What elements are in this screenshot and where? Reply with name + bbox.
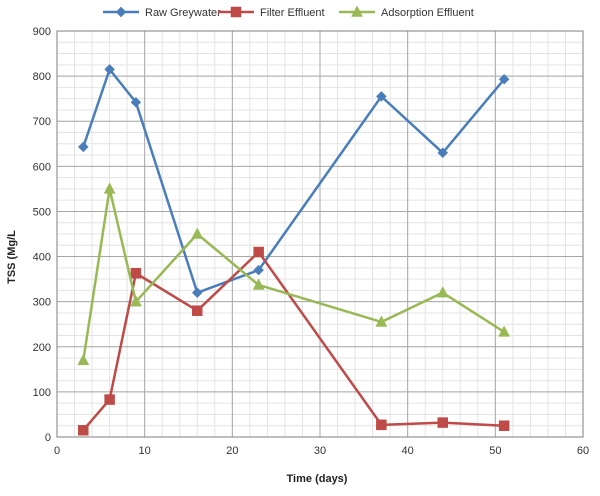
- legend: Raw Greywater Filter Effluent Adsorption E…: [103, 5, 474, 19]
- data-point: [376, 91, 387, 102]
- data-point: [436, 286, 449, 298]
- y-tick-label: 200: [33, 342, 51, 354]
- series-line: [82, 187, 505, 361]
- legend-item: Filter Effluent: [218, 6, 325, 19]
- major-gridlines: [56, 30, 584, 438]
- y-tick-label: 500: [33, 206, 51, 218]
- y-tick-label: 0: [45, 432, 51, 444]
- y-tick-label: 100: [33, 387, 51, 399]
- data-point: [437, 417, 448, 428]
- legend-label: Raw Greywater: [145, 7, 221, 19]
- data-point: [130, 267, 142, 279]
- plot-area-border: [56, 30, 584, 438]
- data-point: [252, 278, 265, 290]
- legend-marker: [115, 6, 127, 18]
- series-line: [82, 250, 505, 432]
- data-point: [129, 295, 142, 307]
- legend-label: Adsorption Effluent: [381, 7, 474, 19]
- legend-label: Filter Effluent: [260, 7, 325, 19]
- x-tick-label: 60: [577, 445, 589, 457]
- data-point: [437, 147, 449, 159]
- data-point: [192, 305, 203, 316]
- series-line: [82, 68, 506, 294]
- data-point: [77, 353, 90, 366]
- legend-item: Adsorption Effluent: [339, 5, 474, 19]
- data-series: [77, 63, 511, 436]
- data-point: [78, 424, 89, 436]
- data-point: [77, 141, 89, 153]
- data-point: [498, 420, 510, 431]
- y-axis-title: TSS (Mg/L: [6, 230, 18, 284]
- y-tick-label: 300: [33, 297, 51, 309]
- data-point: [104, 394, 115, 405]
- data-point: [253, 264, 264, 276]
- x-tick-label: 30: [314, 445, 326, 457]
- y-tick-label: 700: [33, 116, 51, 128]
- x-tick-label: 40: [402, 445, 414, 457]
- series-0: [77, 63, 510, 298]
- y-tick-label: 900: [33, 26, 51, 38]
- axes: [56, 30, 584, 438]
- data-point: [253, 246, 264, 258]
- data-point: [375, 315, 388, 327]
- data-point: [498, 73, 510, 85]
- data-point: [191, 227, 204, 239]
- data-point: [498, 325, 511, 337]
- data-point: [130, 96, 142, 108]
- series-1: [78, 246, 510, 436]
- y-tick-label: 400: [33, 252, 51, 264]
- series-2: [77, 182, 511, 366]
- x-tick-label: 50: [489, 445, 501, 457]
- legend-marker: [230, 6, 242, 18]
- data-point: [376, 419, 387, 431]
- data-point: [191, 287, 203, 298]
- tick-labels: 0 10 20 30 40 50 60010020030040050060070080090…: [33, 26, 589, 457]
- x-tick-label: 0: [54, 445, 60, 457]
- legend-marker: [351, 5, 363, 17]
- x-tick-label: 10: [139, 445, 151, 457]
- data-point: [103, 182, 116, 194]
- y-tick-label: 600: [33, 161, 51, 173]
- y-tick-label: 800: [33, 71, 51, 83]
- legend-item: Raw Greywater: [103, 6, 221, 19]
- data-point: [104, 63, 115, 75]
- x-axis-title: Time (days): [287, 473, 348, 485]
- x-tick-label: 20: [226, 445, 238, 457]
